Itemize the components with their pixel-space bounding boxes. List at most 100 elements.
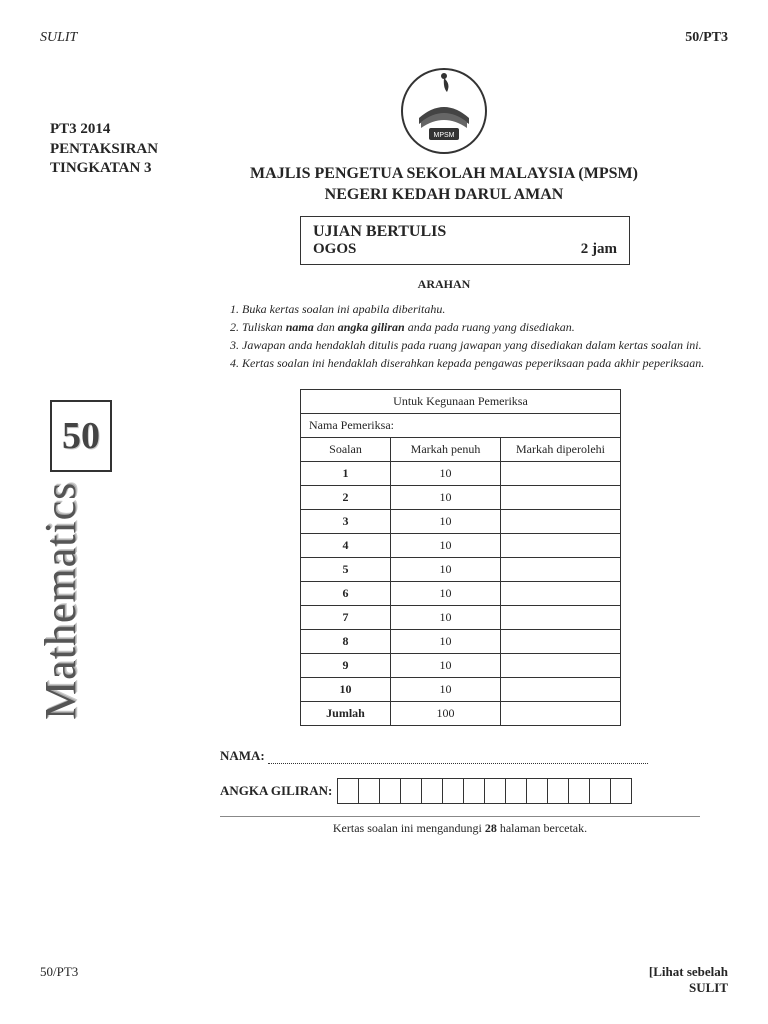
cell-q: 6 [301,581,391,605]
footer-see-over: [Lihat sebelah [649,964,728,979]
exam-type: UJIAN BERTULIS [313,223,617,241]
instructions-heading: ARAHAN [160,277,728,292]
table-row: 810 [301,629,621,653]
cell-full: 10 [391,677,501,701]
cell-q: 3 [301,509,391,533]
cell-q: 4 [301,533,391,557]
page-header: SULIT 50/PT3 [40,30,728,46]
cell-q: 2 [301,485,391,509]
instructions-list: Buka kertas soalan ini apabila diberitah… [220,302,728,371]
cell-q: 1 [301,461,391,485]
header-right: 50/PT3 [685,30,728,46]
total-obtained [501,701,621,725]
cell-obtained [501,653,621,677]
table-row: 710 [301,605,621,629]
giliran-boxes[interactable] [338,778,632,804]
name-label: NAMA: [220,748,265,763]
cell-obtained [501,581,621,605]
table-caption: Untuk Kegunaan Pemeriksa [301,389,621,413]
side-line3: TINGKATAN 3 [50,159,158,179]
cell-full: 10 [391,461,501,485]
cell-full: 10 [391,509,501,533]
cell-obtained [501,677,621,701]
exam-duration: 2 jam [581,241,617,258]
table-row: 210 [301,485,621,509]
giliran-box[interactable] [547,778,569,804]
instruction-item: Kertas soalan ini hendaklah diserahkan k… [242,356,728,371]
table-row: 510 [301,557,621,581]
giliran-box[interactable] [568,778,590,804]
page-count-note: Kertas soalan ini mengandungi 28 halaman… [220,816,700,836]
paper-code-badge: 50 [50,400,112,472]
examiner-name-row: Nama Pemeriksa: [301,413,621,437]
instruction-item: Buka kertas soalan ini apabila diberitah… [242,302,728,317]
giliran-box[interactable] [358,778,380,804]
cell-obtained [501,629,621,653]
table-row: 910 [301,653,621,677]
cell-full: 10 [391,653,501,677]
instruction-item: Jawapan anda hendaklah ditulis pada ruan… [242,338,728,353]
giliran-box[interactable] [484,778,506,804]
name-field: NAMA: [220,748,728,764]
name-input-line[interactable] [268,763,648,764]
cell-obtained [501,485,621,509]
giliran-box[interactable] [526,778,548,804]
cell-obtained [501,509,621,533]
total-label: Jumlah [301,701,391,725]
logo-area: MPSM [160,66,728,156]
instruction-item: Tuliskan nama dan angka giliran anda pad… [242,320,728,335]
cell-q: 9 [301,653,391,677]
cell-obtained [501,557,621,581]
header-left: SULIT [40,30,77,46]
cell-full: 10 [391,557,501,581]
giliran-box[interactable] [379,778,401,804]
cell-q: 5 [301,557,391,581]
cell-full: 10 [391,581,501,605]
cell-full: 10 [391,533,501,557]
page-footer: 50/PT3 [Lihat sebelah SULIT [40,964,728,996]
org-title-line1: MAJLIS PENGETUA SEKOLAH MALAYSIA (MPSM) [160,164,728,185]
cell-q: 10 [301,677,391,701]
logo-text: MPSM [434,132,455,139]
cell-obtained [501,605,621,629]
cell-q: 8 [301,629,391,653]
giliran-field: ANGKA GILIRAN: [220,778,728,804]
giliran-box[interactable] [421,778,443,804]
side-line1: PT3 2014 [50,120,158,140]
giliran-box[interactable] [337,778,359,804]
table-row: 310 [301,509,621,533]
giliran-box[interactable] [400,778,422,804]
table-row: 110 [301,461,621,485]
org-title-line2: NEGERI KEDAH DARUL AMAN [160,185,728,206]
total-value: 100 [391,701,501,725]
table-row: 610 [301,581,621,605]
mpsm-logo-icon: MPSM [399,66,489,156]
note-post: halaman bercetak. [497,821,587,835]
cell-full: 10 [391,605,501,629]
exam-info-box: UJIAN BERTULIS OGOS 2 jam [300,216,630,265]
giliran-label: ANGKA GILIRAN: [220,783,332,799]
giliran-box[interactable] [442,778,464,804]
giliran-box[interactable] [610,778,632,804]
exam-month: OGOS [313,241,356,258]
footer-right: [Lihat sebelah SULIT [649,964,728,996]
col-soalan: Soalan [301,437,391,461]
giliran-box[interactable] [505,778,527,804]
giliran-box[interactable] [463,778,485,804]
col-markah-diperolehi: Markah diperolehi [501,437,621,461]
cell-obtained [501,533,621,557]
col-markah-penuh: Markah penuh [391,437,501,461]
cell-q: 7 [301,605,391,629]
note-pre: Kertas soalan ini mengandungi [333,821,485,835]
cell-obtained [501,461,621,485]
org-title: MAJLIS PENGETUA SEKOLAH MALAYSIA (MPSM) … [160,164,728,206]
footer-left: 50/PT3 [40,964,78,996]
cell-full: 10 [391,485,501,509]
footer-sulit: SULIT [689,980,728,995]
score-table: Untuk Kegunaan Pemeriksa Nama Pemeriksa:… [300,389,621,726]
table-row: 410 [301,533,621,557]
giliran-box[interactable] [589,778,611,804]
note-pages: 28 [485,821,497,835]
table-row: 1010 [301,677,621,701]
cell-full: 10 [391,629,501,653]
